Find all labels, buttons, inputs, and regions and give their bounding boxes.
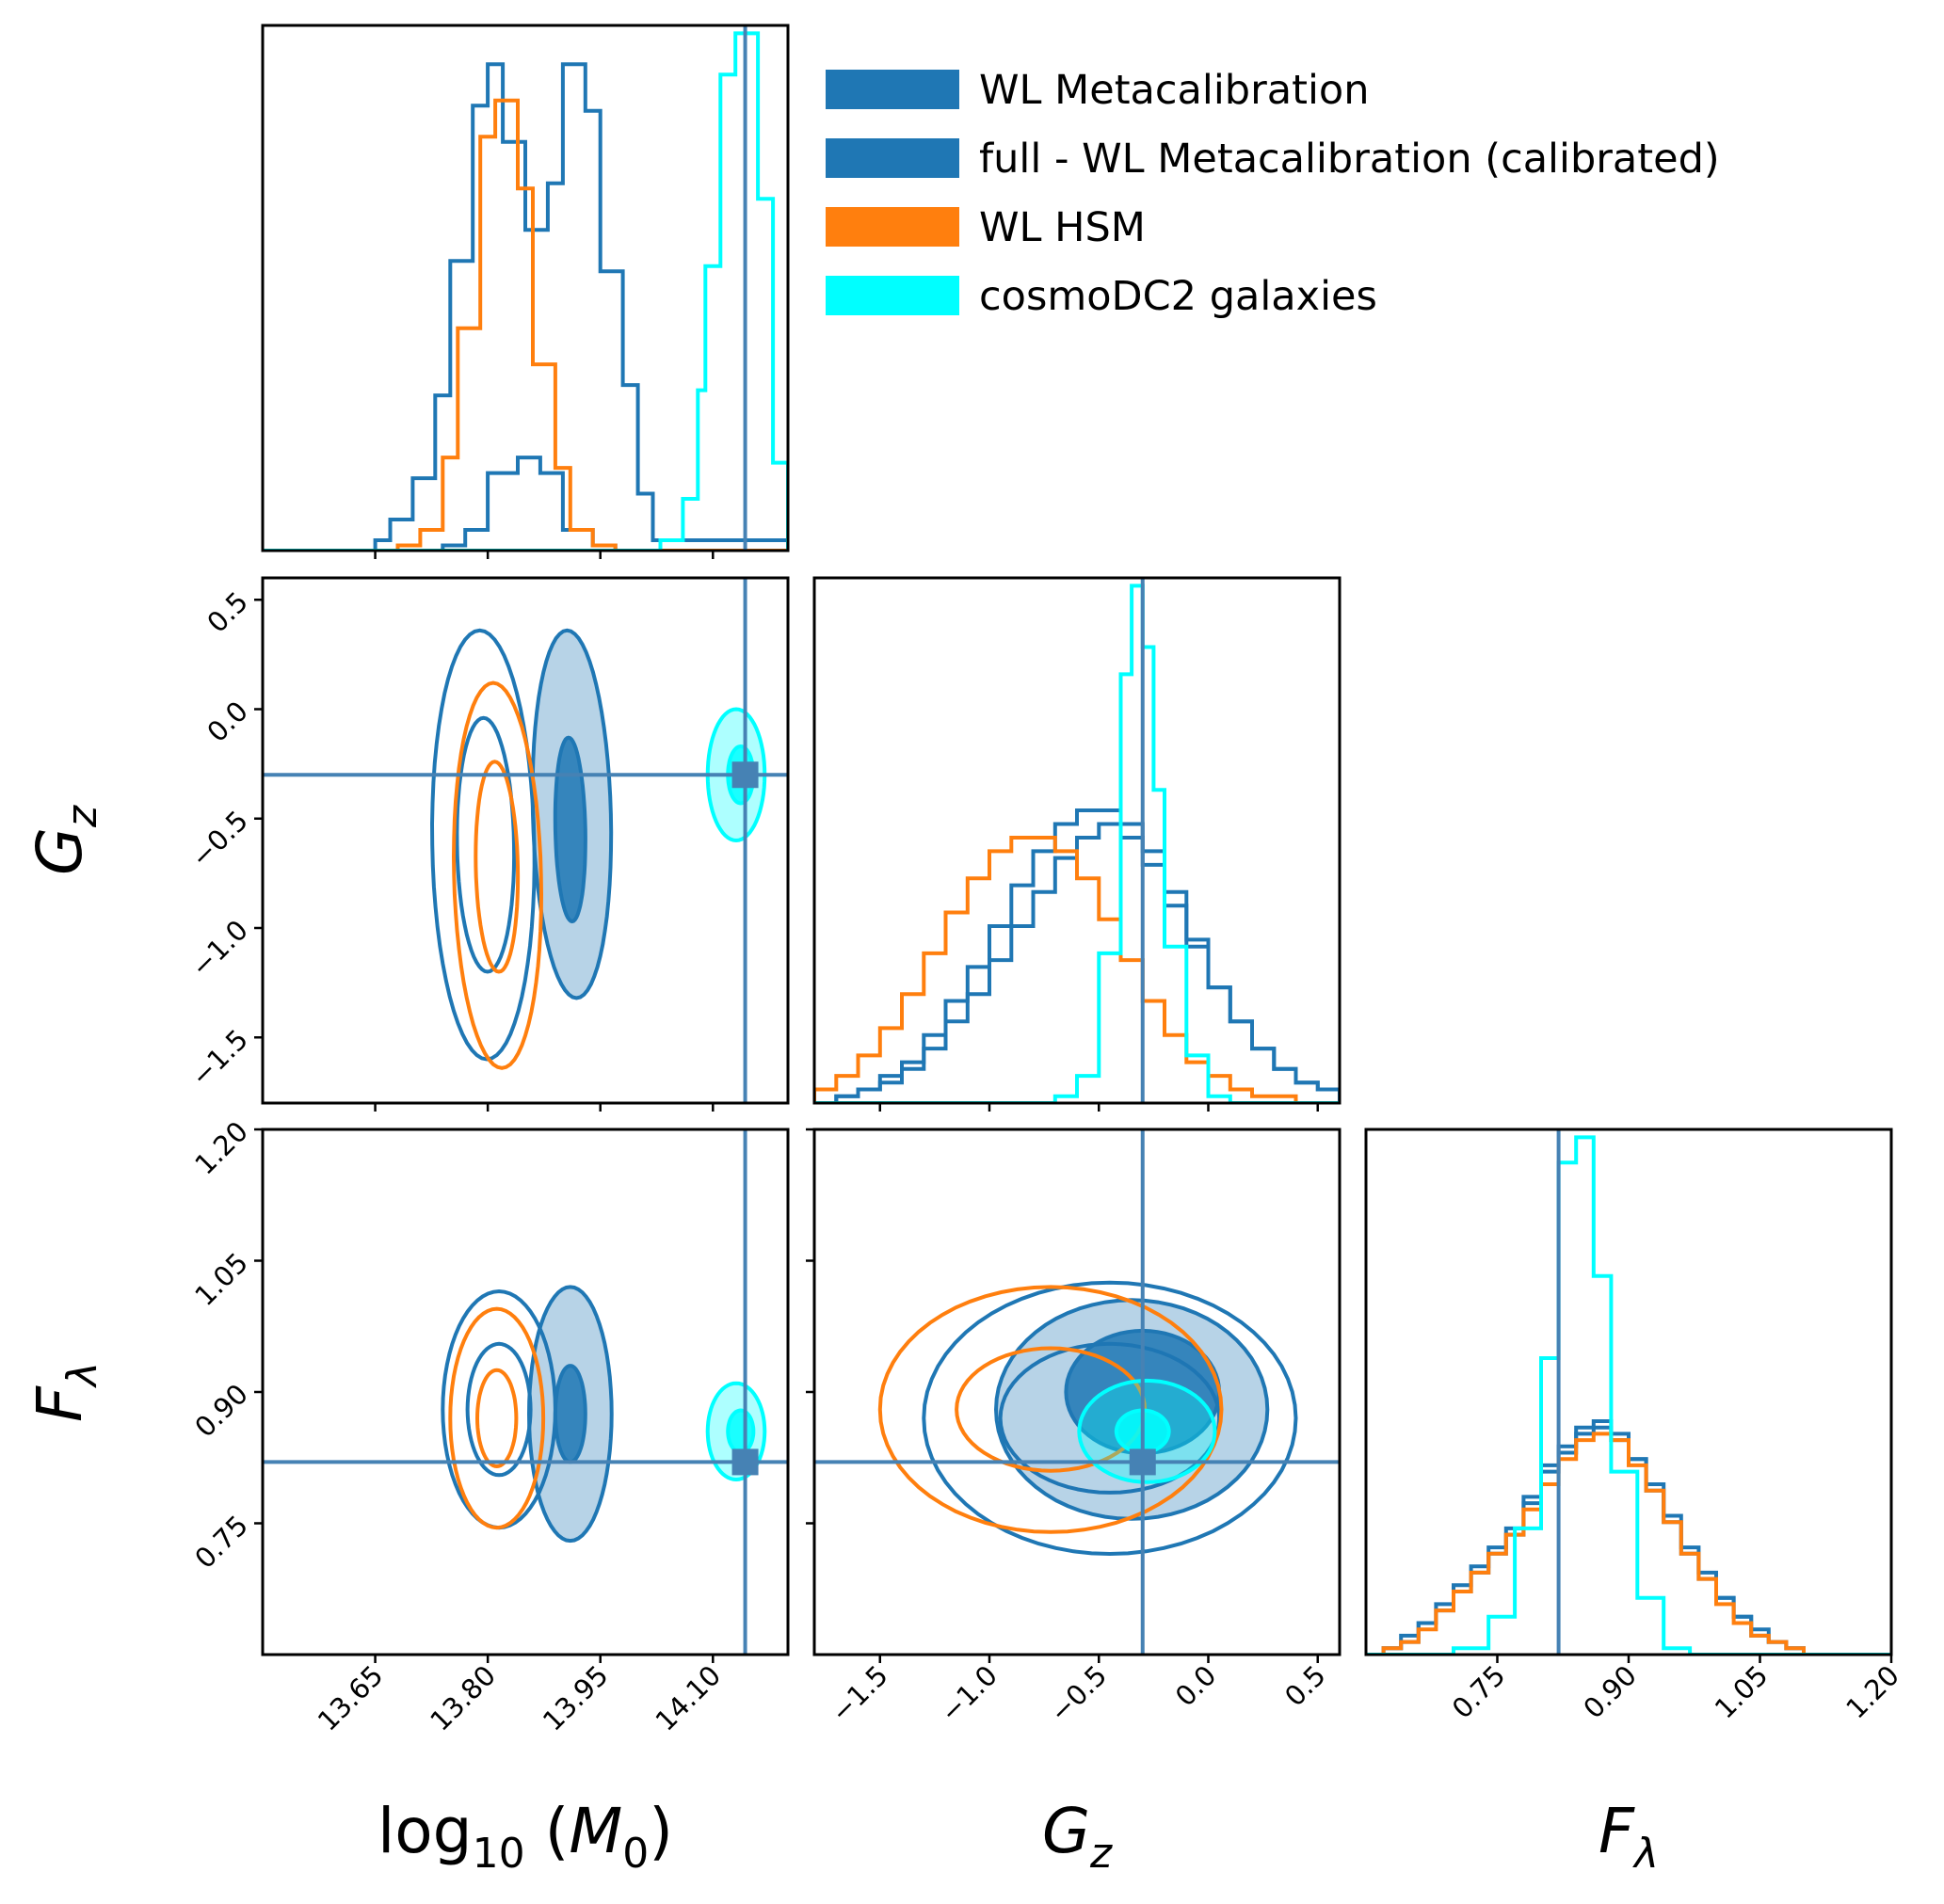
histogram-Gz-series-1 (814, 822, 1340, 1103)
y-axis-label-Gz: Gz (24, 805, 106, 875)
legend: WL Metacalibration full - WL Metacalibrat… (826, 67, 1720, 320)
contour-logM0_Flambda-series-2-level-1 (474, 1368, 519, 1469)
truth-marker-Gz_Flambda (1129, 1448, 1156, 1476)
panel-frame (261, 576, 790, 1105)
truth-marker-logM0_Flambda (731, 1448, 759, 1476)
contour-logM0_Flambda-series-1-level-1 (553, 1364, 587, 1464)
contour-logM0_Gz-series-0-level-1 (455, 715, 517, 974)
legend-label-3: cosmoDC2 galaxies (979, 273, 1377, 320)
histogram-logM0-series-3 (263, 31, 788, 551)
panel-frame (812, 576, 1342, 1105)
histogram-Flambda-series-2 (1366, 1432, 1891, 1655)
histogram-Gz-series-2 (814, 836, 1340, 1103)
contour-logM0_Flambda-series-2-level-0 (448, 1306, 546, 1530)
histogram-logM0-series-0 (263, 62, 788, 551)
histogram-logM0-series-2 (263, 98, 788, 551)
legend-swatch-2 (826, 207, 959, 247)
panel-Gz-Gz (812, 576, 1342, 1112)
truth-marker-logM0_Gz (731, 761, 759, 789)
legend-swatch-0 (826, 70, 959, 109)
histogram-Flambda-series-3 (1366, 1135, 1891, 1655)
contour-logM0_Gz-series-0-level-0 (429, 628, 537, 1062)
legend-swatch-3 (826, 276, 959, 315)
x-axis-label-logM0: log10 (M0) (378, 1795, 673, 1878)
panel-logM0-logM0 (261, 24, 790, 559)
contour-logM0_Gz-series-2-level-0 (451, 680, 544, 1070)
contour-logM0_Flambda-series-0-level-0 (441, 1288, 557, 1530)
panel-frame (261, 24, 790, 552)
legend-swatch-1 (826, 138, 959, 178)
axis-labels: log10 (M0) Gz Fλ Gz Fλ (24, 805, 1659, 1878)
contour-logM0_Flambda-series-0-level-1 (465, 1341, 533, 1478)
legend-label-1: full - WL Metacalibration (calibrated) (979, 136, 1720, 183)
legend-label-0: WL Metacalibration (979, 67, 1369, 114)
contour-logM0_Gz-series-1-level-1 (553, 735, 587, 924)
x-axis-label-Flambda: Fλ (1599, 1795, 1659, 1878)
contour-Gz_Flambda-series-0-level-0 (922, 1280, 1298, 1557)
legend-label-2: WL HSM (979, 204, 1146, 251)
x-axis-label-Gz: Gz (1042, 1795, 1113, 1878)
y-axis-label-Flambda: Fλ (24, 1362, 106, 1422)
contour-Gz_Flambda-series-2-level-0 (877, 1285, 1224, 1534)
contour-logM0_Flambda-series-3-level-1 (726, 1408, 756, 1455)
